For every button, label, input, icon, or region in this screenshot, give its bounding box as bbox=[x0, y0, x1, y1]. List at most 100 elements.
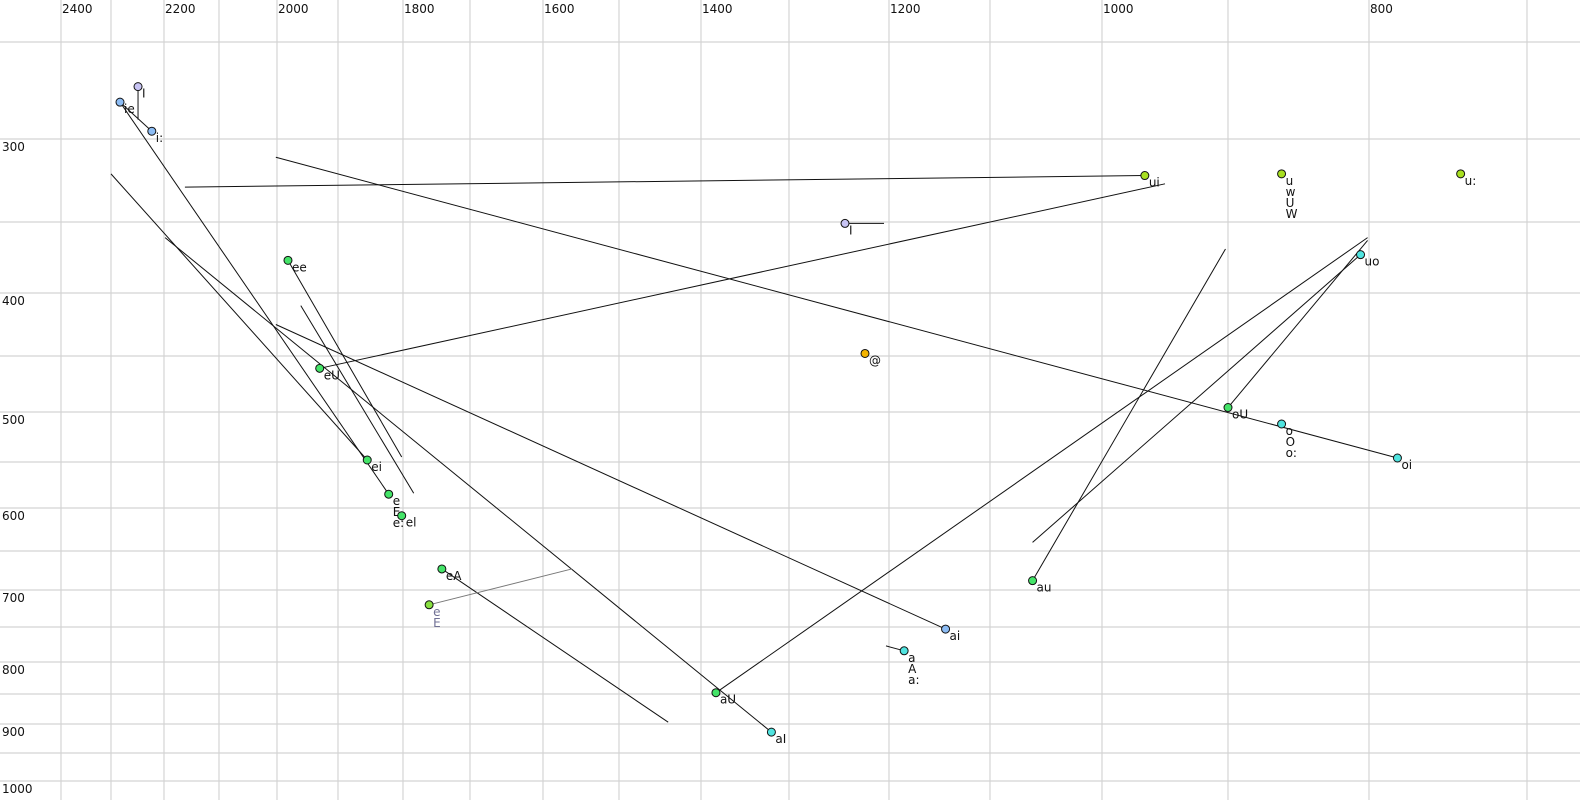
y-tick-label: 900 bbox=[2, 725, 25, 739]
trajectory-line bbox=[441, 568, 669, 723]
point-marker bbox=[283, 255, 293, 265]
point-label: u: bbox=[1465, 174, 1477, 188]
x-tick-label: 1000 bbox=[1103, 2, 1134, 16]
point-label: E bbox=[433, 616, 441, 630]
point-marker bbox=[424, 600, 434, 610]
y-tick-label: 300 bbox=[2, 140, 25, 154]
point-label: ei bbox=[371, 460, 382, 474]
point-label: e bbox=[393, 494, 400, 508]
point-label: U bbox=[1286, 196, 1295, 210]
vowel-point: uo bbox=[1356, 250, 1380, 269]
point-label: u bbox=[1286, 174, 1294, 188]
trajectory-line bbox=[715, 237, 1368, 694]
vowel-point: ai bbox=[941, 624, 960, 643]
point-marker bbox=[147, 126, 157, 136]
point-label: oi bbox=[1401, 458, 1412, 472]
point-label: i: bbox=[156, 131, 163, 145]
point-label: o: bbox=[1286, 446, 1297, 460]
vowel-point: @ bbox=[860, 348, 881, 367]
x-tick-label: 1200 bbox=[890, 2, 921, 16]
point-label: eA bbox=[446, 569, 462, 583]
y-tick-label: 700 bbox=[2, 591, 25, 605]
x-tick-label: 2000 bbox=[278, 2, 309, 16]
vowel-point: aU bbox=[711, 688, 736, 707]
point-label: e bbox=[433, 605, 440, 619]
y-tick-label: 400 bbox=[2, 294, 25, 308]
point-label: ee bbox=[292, 260, 307, 274]
vowel-point: oU bbox=[1223, 403, 1248, 422]
point-marker bbox=[1028, 576, 1038, 586]
point-marker bbox=[1392, 453, 1402, 463]
point-label: uo bbox=[1365, 255, 1380, 269]
y-tick-label: 600 bbox=[2, 509, 25, 523]
trajectory-line bbox=[110, 173, 368, 461]
vowel-point: au bbox=[1028, 576, 1052, 595]
trajectory-line bbox=[164, 237, 772, 733]
point-label: W bbox=[1286, 207, 1298, 221]
vowel-point: el bbox=[397, 511, 417, 530]
point-label: O bbox=[1286, 435, 1295, 449]
vowel-point: ie bbox=[115, 97, 135, 116]
point-label: o bbox=[1286, 424, 1293, 438]
point-marker bbox=[437, 564, 447, 574]
vowel-point: ee bbox=[283, 255, 307, 274]
point-marker bbox=[115, 97, 125, 107]
y-tick-label: 800 bbox=[2, 663, 25, 677]
vowel-point: I bbox=[840, 218, 853, 237]
point-label: ui bbox=[1149, 176, 1160, 190]
point-marker bbox=[860, 348, 870, 358]
trajectory-line bbox=[1227, 240, 1368, 408]
point-label: A bbox=[908, 662, 917, 676]
trajectory-line bbox=[429, 568, 573, 606]
point-label: w bbox=[1286, 185, 1296, 199]
vowel-point: eU bbox=[315, 363, 340, 382]
trajectory-line bbox=[287, 260, 403, 458]
point-marker bbox=[1277, 169, 1287, 179]
point-label: ie bbox=[124, 102, 135, 116]
point-marker bbox=[1140, 171, 1150, 181]
point-label: oU bbox=[1232, 408, 1248, 422]
point-marker bbox=[315, 363, 325, 373]
vowel-point: eA bbox=[437, 564, 462, 583]
trajectory-line bbox=[119, 101, 390, 495]
vowel-point: u: bbox=[1456, 169, 1477, 188]
trajectory-line bbox=[275, 324, 946, 630]
x-tick-label: 2400 bbox=[62, 2, 93, 16]
vowel-point: I bbox=[133, 82, 146, 101]
x-tick-label: 1800 bbox=[404, 2, 435, 16]
vowel-point: aI bbox=[766, 727, 786, 746]
point-marker bbox=[840, 218, 850, 228]
trajectory-line bbox=[275, 156, 1398, 459]
point-label: eU bbox=[324, 368, 340, 382]
vowel-point: oOo: bbox=[1277, 419, 1297, 460]
trajectory-line bbox=[119, 101, 153, 132]
point-marker bbox=[941, 624, 951, 634]
x-tick-label: 800 bbox=[1370, 2, 1393, 16]
vowel-point: oi bbox=[1392, 453, 1412, 472]
point-marker bbox=[1456, 169, 1466, 179]
trajectory-line bbox=[1032, 248, 1226, 581]
point-label: el bbox=[406, 516, 417, 530]
vowel-point: eEe: bbox=[384, 489, 404, 530]
point-label: aU bbox=[720, 693, 736, 707]
point-marker bbox=[397, 511, 407, 521]
vowel-point: aAa: bbox=[899, 646, 920, 687]
trajectory-line bbox=[319, 183, 1166, 369]
point-marker bbox=[384, 489, 394, 499]
point-marker bbox=[133, 82, 143, 92]
trajectories bbox=[110, 86, 1398, 733]
x-tick-label: 1400 bbox=[702, 2, 733, 16]
point-marker bbox=[1223, 403, 1233, 413]
y-tick-label: 1000 bbox=[2, 782, 33, 796]
y-tick-label: 500 bbox=[2, 413, 25, 427]
axis-tick-labels: 2400 2200 2000 1800 1600 1400 1200 1000 800 300 40… bbox=[2, 2, 1393, 796]
trajectory-line bbox=[1032, 254, 1361, 543]
point-marker bbox=[362, 455, 372, 465]
point-marker bbox=[1356, 250, 1366, 260]
vowel-point: eE bbox=[424, 600, 441, 630]
vowel-point: ui bbox=[1140, 171, 1160, 190]
